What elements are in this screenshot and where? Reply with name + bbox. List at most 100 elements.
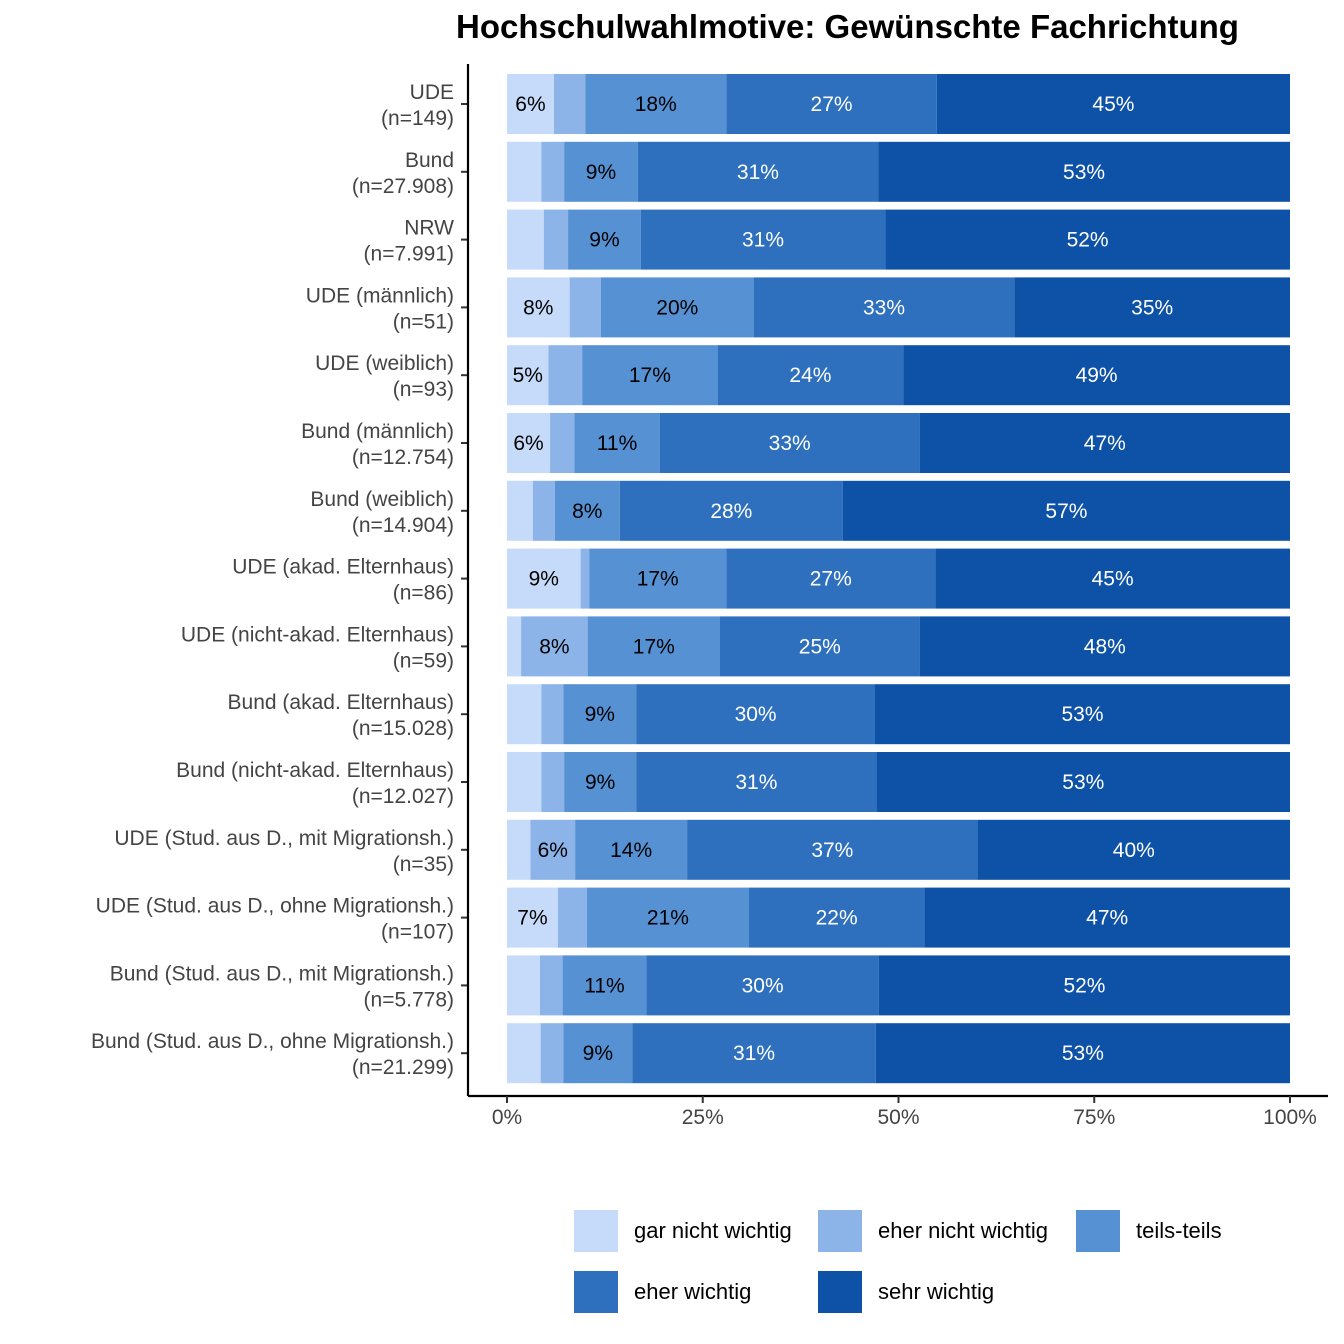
legend-label: gar nicht wichtig <box>634 1218 792 1243</box>
category-sample-size: (n=107) <box>381 921 454 944</box>
bar-segment <box>521 616 588 677</box>
category-sample-size: (n=27.908) <box>352 175 454 198</box>
category-label: UDE (männlich) <box>306 284 454 307</box>
data-label: 35% <box>1131 296 1173 319</box>
bar-segment <box>632 1023 876 1084</box>
data-label: 49% <box>1076 364 1118 387</box>
bar-segment <box>1014 277 1290 338</box>
bar-segment <box>580 548 590 609</box>
bar-segment <box>554 480 620 541</box>
bar-segment <box>563 684 637 745</box>
data-label: 28% <box>710 500 752 523</box>
data-label: 22% <box>816 907 858 930</box>
data-label: 47% <box>1084 432 1126 455</box>
bar-segment <box>540 1023 564 1084</box>
bar-segment <box>924 887 1290 948</box>
data-label: 48% <box>1084 635 1126 658</box>
category-sample-size: (n=51) <box>393 310 454 333</box>
category-sample-size: (n=21.299) <box>352 1056 454 1079</box>
bar-segment <box>507 684 542 745</box>
data-label: 33% <box>769 432 811 455</box>
bar-segment <box>585 74 727 134</box>
chart-title: Hochschulwahlmotive: Gewünschte Fachrich… <box>456 8 1239 45</box>
category-label: UDE (Stud. aus D., mit Migrationsh.) <box>114 827 454 850</box>
legend-swatch <box>574 1210 618 1252</box>
data-label: 31% <box>735 771 777 794</box>
bar-segment <box>719 616 920 677</box>
bar-segment <box>507 887 558 948</box>
data-label: 17% <box>633 635 675 658</box>
legend-label: eher nicht wichtig <box>878 1218 1048 1243</box>
bar-segment <box>619 480 843 541</box>
data-label: 45% <box>1092 568 1134 591</box>
category-label: UDE (Stud. aus D., ohne Migrationsh.) <box>96 895 454 918</box>
data-label: 33% <box>863 296 905 319</box>
data-label: 8% <box>539 635 569 658</box>
legend-swatch <box>574 1271 618 1313</box>
bar-segment <box>507 277 570 338</box>
data-label: 9% <box>529 568 559 591</box>
category-label: Bund (nicht-akad. Elternhaus) <box>176 759 454 782</box>
bar-segment <box>541 684 564 745</box>
bar-segment <box>548 345 583 406</box>
legend-swatch <box>1076 1210 1120 1252</box>
data-label: 20% <box>656 296 698 319</box>
data-label: 17% <box>629 364 671 387</box>
data-label: 6% <box>513 432 543 455</box>
data-label: 11% <box>597 432 637 455</box>
bar-segment <box>568 209 641 270</box>
legend-label: teils-teils <box>1136 1218 1222 1243</box>
x-tick-label: 25% <box>682 1106 724 1129</box>
bar-segment <box>903 345 1290 406</box>
data-label: 17% <box>637 568 679 591</box>
bar-segment <box>748 887 925 948</box>
bar-segment <box>589 548 727 609</box>
legend-item: eher wichtig <box>574 1271 751 1313</box>
category-label: Bund (Stud. aus D., ohne Migrationsh.) <box>91 1030 454 1053</box>
bar-segment <box>575 819 688 880</box>
bar-segment <box>582 345 718 406</box>
data-label: 31% <box>737 161 779 184</box>
data-label: 40% <box>1113 839 1155 862</box>
category-label: UDE (akad. Elternhaus) <box>232 556 454 579</box>
category-label: Bund (männlich) <box>301 420 454 443</box>
bar-segment <box>507 548 581 609</box>
bar-segment <box>553 74 586 134</box>
category-label: UDE (weiblich) <box>315 352 454 375</box>
bar-segment <box>541 752 565 812</box>
category-label: UDE <box>410 81 454 104</box>
data-label: 53% <box>1062 771 1104 794</box>
category-sample-size: (n=59) <box>393 649 454 672</box>
bar-segment <box>541 141 565 202</box>
data-label: 8% <box>523 296 553 319</box>
data-label: 30% <box>735 703 777 726</box>
bar-segment <box>659 413 920 473</box>
category-sample-size: (n=5.778) <box>364 988 454 1011</box>
bar-segment <box>550 413 575 473</box>
legend-swatch <box>818 1271 862 1313</box>
bar-segment <box>563 1023 633 1084</box>
data-label: 5% <box>513 364 543 387</box>
bar-segment <box>842 480 1290 541</box>
bar-segment <box>574 413 660 473</box>
category-labels-group: UDE (n=149) Bund (n=27.908) NRW (n=7.991) UDE … <box>91 81 468 1079</box>
bar-segment <box>935 548 1290 609</box>
data-label: 24% <box>789 364 831 387</box>
bar-segment <box>507 480 533 541</box>
bar-segment <box>587 616 720 677</box>
data-label: 53% <box>1063 161 1105 184</box>
bar-segment <box>646 955 879 1016</box>
bar-segment <box>507 616 522 677</box>
bar-segment <box>878 955 1290 1016</box>
data-label: 27% <box>810 568 852 591</box>
bar-segment <box>507 209 544 270</box>
data-label: 52% <box>1063 974 1105 997</box>
data-label: 9% <box>589 229 619 252</box>
bar-segment <box>637 141 879 202</box>
category-label: Bund (akad. Elternhaus) <box>228 691 454 714</box>
data-label: 30% <box>742 974 784 997</box>
legend: gar nicht wichtig eher nicht wichtig teils… <box>574 1210 1294 1315</box>
bar-segment <box>562 955 647 1016</box>
data-label: 45% <box>1092 93 1134 116</box>
bar-segment <box>564 752 637 812</box>
